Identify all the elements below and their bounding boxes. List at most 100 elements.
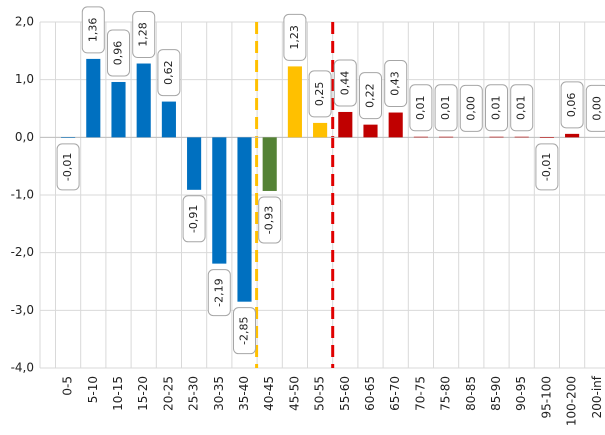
x-tick-label: 90-95 [514, 376, 528, 411]
value-label-text: 0,43 [389, 71, 402, 96]
value-label-box [258, 196, 282, 244]
x-tick-label: 25-30 [187, 376, 201, 411]
x-tick-label: 85-90 [489, 376, 503, 411]
value-label-box [333, 59, 357, 107]
value-label-text: 0,22 [364, 83, 377, 108]
bar [287, 66, 302, 138]
value-label-box [535, 143, 559, 191]
value-label-box [359, 72, 382, 120]
value-label-box [409, 84, 433, 132]
bar [565, 133, 580, 138]
value-label: 0,01 [510, 84, 534, 132]
y-tick-label: -2,0 [11, 245, 34, 259]
value-label: 0,25 [308, 70, 332, 118]
value-label: 0,06 [560, 81, 584, 129]
value-label-text: 0,00 [464, 96, 477, 121]
value-label: 0,01 [409, 84, 433, 132]
value-label-box [207, 269, 231, 317]
value-label-box [283, 13, 307, 61]
value-label-text: 0,44 [338, 71, 351, 96]
y-tick-label: -3,0 [11, 303, 34, 317]
value-label: 0,43 [384, 60, 408, 108]
x-tick-label: 75-80 [439, 376, 453, 411]
value-label-text: -0,91 [187, 205, 200, 233]
value-label-text: 0,01 [515, 96, 528, 121]
x-tick-label: 40-45 [262, 376, 276, 411]
y-tick-label: 0,0 [15, 130, 34, 144]
value-label-box [157, 49, 181, 97]
bar [61, 137, 76, 138]
value-label: 0,00 [459, 84, 483, 132]
value-label: 0,00 [585, 84, 605, 132]
bar [338, 111, 353, 138]
bar [363, 124, 378, 138]
x-tick-label: 15-20 [136, 376, 150, 411]
bar [388, 112, 403, 138]
bar [212, 137, 227, 264]
x-tick-label: 0-5 [61, 376, 75, 396]
value-label-box [585, 84, 605, 132]
y-tick-label: -1,0 [11, 188, 34, 202]
value-label: -2,19 [207, 269, 231, 317]
x-tick-label: 50-55 [313, 376, 327, 411]
value-label-text: 1,28 [137, 22, 150, 47]
bar [86, 58, 101, 138]
x-tick-label: 200-inf [590, 375, 604, 418]
x-tick-label: 70-75 [413, 376, 427, 411]
value-label: 0,01 [485, 84, 508, 132]
value-label-text: -0,93 [263, 206, 276, 234]
value-label: 0,44 [333, 59, 357, 107]
x-tick-label: 55-60 [338, 376, 352, 411]
x-tick-label: 65-70 [388, 376, 402, 411]
value-label-text: -2,19 [212, 278, 225, 306]
value-label-box [308, 70, 332, 118]
value-label-text: 0,96 [112, 41, 125, 66]
value-label-box [560, 81, 584, 129]
x-tick-label: 100-200 [565, 376, 579, 426]
x-tick-label: 35-40 [237, 376, 251, 411]
value-label-box [182, 195, 206, 243]
x-tick-label: 20-25 [161, 376, 175, 411]
value-label: -2,85 [233, 307, 256, 355]
value-label-text: 0,62 [162, 60, 175, 85]
value-label: 1,23 [283, 13, 307, 61]
y-tick-label: -4,0 [11, 361, 34, 375]
x-tick-label: 5-10 [86, 376, 100, 403]
value-label-text: 1,23 [288, 25, 301, 50]
value-label-text: 0,00 [590, 96, 603, 121]
value-label-text: -2,85 [238, 316, 251, 344]
value-label-box [485, 84, 508, 132]
value-label-text: 0,06 [565, 93, 578, 118]
value-label: 0,22 [359, 72, 382, 120]
y-tick-label: 1,0 [15, 72, 34, 86]
x-tick-label: 95-100 [539, 376, 553, 419]
value-label-box [510, 84, 534, 132]
bar [262, 137, 277, 191]
x-tick-label: 45-50 [287, 376, 301, 411]
bar [136, 63, 151, 138]
value-label-text: 1,36 [86, 18, 99, 43]
value-label-box [132, 11, 156, 59]
value-label: -0,93 [258, 196, 282, 244]
bar [313, 122, 328, 138]
value-label-text: -0,01 [61, 153, 74, 181]
x-tick-label: 30-35 [212, 376, 226, 411]
value-label-text: 0,01 [414, 96, 427, 121]
bar [237, 137, 252, 302]
bar [439, 136, 454, 138]
bar [161, 101, 176, 138]
value-label: 1,36 [81, 6, 105, 54]
value-label: 1,28 [132, 11, 156, 59]
value-label: -0,01 [56, 143, 80, 191]
value-label-text: 0,25 [313, 82, 326, 107]
value-label: -0,91 [182, 195, 206, 243]
value-label-box [81, 6, 105, 54]
value-label-box [233, 307, 256, 355]
bar [111, 81, 126, 138]
bar [539, 137, 554, 138]
value-label-box [384, 60, 408, 108]
value-label-text: 0,01 [439, 96, 452, 121]
value-label-box [107, 29, 130, 77]
